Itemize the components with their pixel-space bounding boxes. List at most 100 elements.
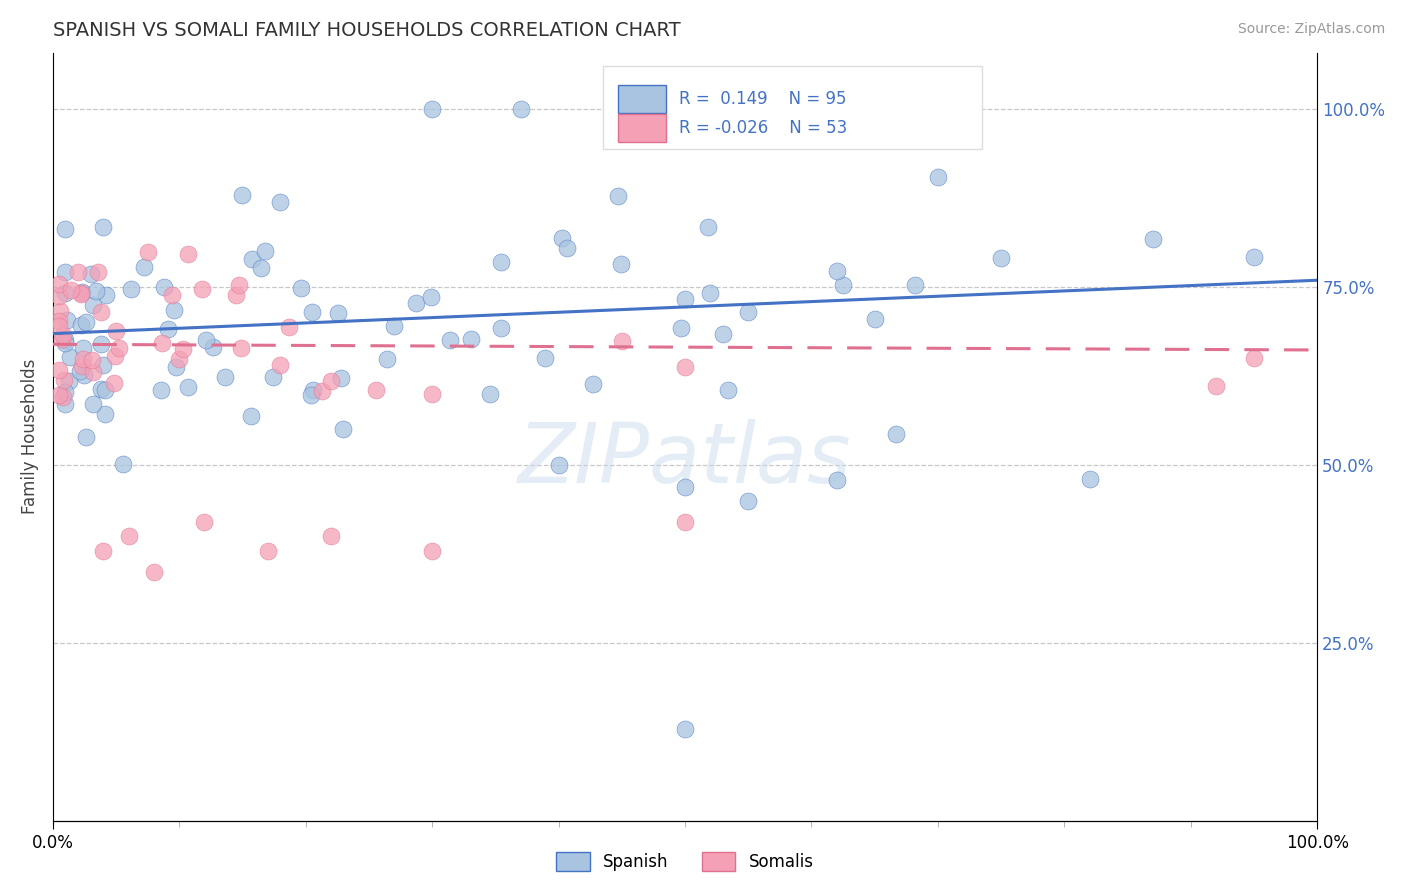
Point <box>107 341 129 355</box>
Point <box>904 278 927 293</box>
Point <box>48 318 70 333</box>
Point <box>69 285 91 300</box>
Point <box>326 306 349 320</box>
Point <box>75 316 97 330</box>
Point <box>48 363 70 377</box>
Point <box>717 384 740 398</box>
Point <box>419 290 441 304</box>
Point <box>153 280 176 294</box>
Point <box>582 377 605 392</box>
Point <box>673 360 696 375</box>
Point <box>142 565 165 579</box>
Point <box>58 374 80 388</box>
Point <box>319 374 342 388</box>
Point <box>1078 472 1101 486</box>
Point <box>73 368 96 383</box>
Point <box>70 318 93 332</box>
Point <box>249 260 271 275</box>
Point <box>87 265 110 279</box>
Point <box>48 289 70 303</box>
Point <box>167 352 190 367</box>
Point <box>863 117 886 131</box>
Point <box>673 480 696 494</box>
FancyBboxPatch shape <box>619 85 666 112</box>
Point <box>105 324 128 338</box>
Point <box>332 422 354 436</box>
Point <box>80 353 103 368</box>
Point <box>364 384 387 398</box>
Point <box>290 281 312 295</box>
Point <box>555 241 578 255</box>
Point <box>278 320 301 334</box>
Point <box>1243 250 1265 264</box>
Point <box>53 397 76 411</box>
Point <box>157 322 180 336</box>
Point <box>509 103 531 117</box>
Text: SPANISH VS SOMALI FAMILY HOUSEHOLDS CORRELATION CHART: SPANISH VS SOMALI FAMILY HOUSEHOLDS CORR… <box>52 21 681 40</box>
Point <box>253 244 276 258</box>
Point <box>301 304 323 318</box>
Point <box>52 391 75 405</box>
Text: R = -0.026    N = 53: R = -0.026 N = 53 <box>679 119 846 136</box>
FancyBboxPatch shape <box>603 66 983 149</box>
Point <box>136 244 159 259</box>
Point <box>299 388 322 402</box>
Point <box>94 407 117 421</box>
Point <box>48 387 70 401</box>
Point <box>610 334 633 349</box>
Point <box>825 473 848 487</box>
Point <box>91 543 114 558</box>
Text: Source: ZipAtlas.com: Source: ZipAtlas.com <box>1237 22 1385 37</box>
Point <box>489 321 512 335</box>
Point <box>229 341 252 355</box>
Point <box>302 383 325 397</box>
Point <box>60 283 83 297</box>
Point <box>117 529 139 543</box>
Point <box>825 264 848 278</box>
Point <box>225 287 247 301</box>
Point <box>420 103 443 117</box>
Point <box>269 194 291 209</box>
Point <box>1142 232 1164 246</box>
Legend: Spanish, Somalis: Spanish, Somalis <box>550 846 820 878</box>
Point <box>269 359 291 373</box>
Point <box>56 313 79 327</box>
Point <box>673 722 696 736</box>
Point <box>534 351 557 366</box>
Point <box>59 350 82 364</box>
Point <box>610 257 633 271</box>
Point <box>202 340 225 354</box>
Point <box>420 543 443 558</box>
Point <box>91 358 114 372</box>
Point <box>134 260 156 274</box>
Point <box>72 341 94 355</box>
Point <box>69 364 91 378</box>
Point <box>884 427 907 442</box>
Point <box>150 336 173 351</box>
Point <box>52 373 75 387</box>
Point <box>53 385 76 400</box>
Point <box>673 515 696 529</box>
Point <box>104 349 127 363</box>
Point <box>240 252 263 267</box>
Point <box>52 327 75 342</box>
Point <box>329 371 352 385</box>
Point <box>72 352 94 367</box>
Point <box>160 288 183 302</box>
Point <box>93 383 115 397</box>
Point <box>607 189 630 203</box>
Point <box>48 314 70 328</box>
Point <box>375 352 398 367</box>
Point <box>193 515 215 529</box>
Point <box>51 332 73 346</box>
Point <box>75 430 97 444</box>
Point <box>1243 351 1265 365</box>
Point <box>49 303 72 318</box>
Point <box>311 384 333 398</box>
Point <box>70 359 93 374</box>
Point <box>120 282 142 296</box>
Point <box>256 543 278 558</box>
Point <box>214 369 236 384</box>
Point <box>1205 378 1227 392</box>
Point <box>952 124 974 138</box>
